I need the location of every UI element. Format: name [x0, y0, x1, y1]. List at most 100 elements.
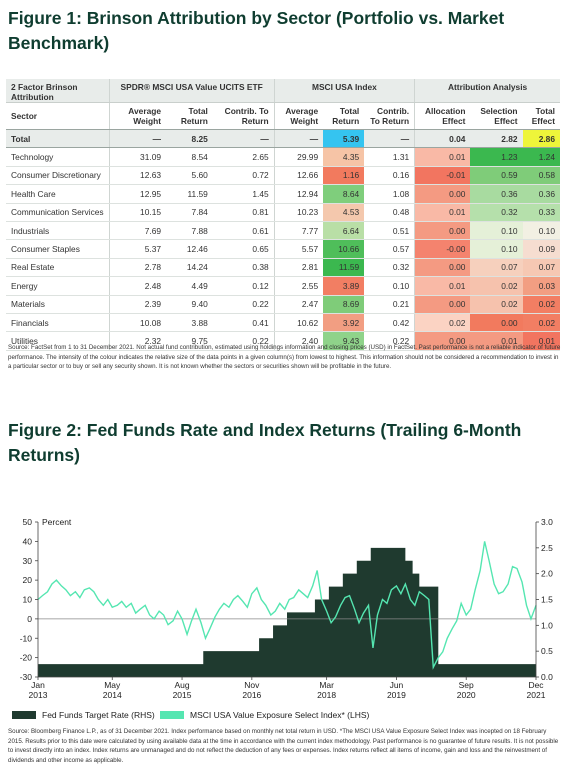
- table-row: Materials 2.39 9.40 0.22 2.47 8.69 0.21 0.00 0.0…: [6, 295, 560, 314]
- group-header-index: MSCI USA Index: [273, 79, 415, 103]
- table-cell: 10.15: [108, 203, 167, 222]
- table-cell: 12.94: [273, 184, 324, 204]
- table-cell: 11.59: [323, 258, 365, 278]
- x-tick-year-label: 2016: [242, 690, 261, 700]
- table-cell: -0.00: [414, 239, 471, 259]
- table-cell: —: [273, 129, 324, 149]
- table-cell: 31.09: [108, 147, 167, 167]
- table-cell: 0.00: [470, 313, 523, 333]
- table-cell: 12.66: [273, 166, 324, 186]
- table-cell: 0.81: [212, 203, 275, 222]
- table-cell: 2.40: [273, 331, 324, 351]
- table-cell: 0.22: [212, 331, 275, 351]
- figure2-source-note: Source: Bloomberg Finance L.P., as of 31…: [8, 728, 559, 764]
- table-cell: 29.99: [273, 147, 324, 167]
- table-cell: 4.49: [166, 276, 213, 296]
- x-tick-year-label: 2015: [173, 690, 192, 700]
- legend-swatch-msci-index: [160, 711, 184, 719]
- x-tick-year-label: 2019: [387, 690, 406, 700]
- table-cell: 0.59: [470, 166, 523, 186]
- right-tick-label: 0.5: [541, 646, 553, 656]
- fed-funds-index-returns-chart: 50 40 30 20 10 0 -10 -20 -30 Percent 3.0 2.5 2.0 1.5 1…: [20, 517, 553, 700]
- right-tick-label: 2.5: [541, 543, 553, 553]
- sector-name: Materials: [6, 295, 110, 314]
- table-cell: 0.07: [470, 258, 523, 278]
- table-cell: 0.04: [414, 129, 471, 149]
- left-tick-label: -10: [20, 633, 33, 643]
- x-tick-month-label: Dec: [528, 680, 544, 690]
- table-cell: 1.08: [364, 184, 415, 204]
- figure2-title: Figure 2: Fed Funds Rate and Index Retur…: [8, 420, 522, 465]
- sector-name: Consumer Discretionary: [6, 166, 110, 186]
- table-row: Energy 2.48 4.49 0.12 2.55 3.89 0.10 0.01 0.02 0.…: [6, 276, 560, 296]
- table-cell: 1.31: [364, 147, 415, 167]
- table-cell: 0.02: [522, 295, 560, 314]
- left-tick-label: 50: [23, 517, 33, 527]
- right-tick-label: 1.5: [541, 595, 553, 605]
- table-cell: 0.01: [414, 147, 471, 167]
- table-cell: 0.51: [364, 221, 415, 241]
- table-cell: 10.62: [273, 313, 324, 333]
- table-cell: 1.45: [212, 184, 275, 204]
- table-cell: 2.86: [522, 129, 560, 149]
- right-tick-label: 3.0: [541, 517, 553, 527]
- column-header: Allocation Effect: [414, 102, 471, 130]
- sector-name: Total: [6, 129, 110, 149]
- legend-item-fed-funds: Fed Funds Target Rate (RHS): [12, 710, 155, 720]
- table-cell: 3.92: [323, 313, 365, 333]
- table-cell: 0.00: [414, 331, 471, 351]
- table-cell: 5.37: [108, 239, 167, 259]
- x-tick-year-label: 2018: [317, 690, 336, 700]
- table-cell: 0.10: [364, 276, 415, 296]
- table-cell: 0.07: [522, 258, 560, 278]
- table-cell: 9.40: [166, 295, 213, 314]
- group-header-etf: SPDR® MSCI USA Value UCITS ETF: [108, 79, 275, 103]
- left-tick-label: 40: [23, 536, 33, 546]
- table-cell: 12.46: [166, 239, 213, 259]
- table-cell: 0.02: [522, 313, 560, 333]
- column-header: Total Return: [323, 102, 365, 130]
- table-cell: 3.88: [166, 313, 213, 333]
- table-cell: 3.89: [323, 276, 365, 296]
- table-row: Health Care 12.95 11.59 1.45 12.94 8.64 1.08 0.…: [6, 184, 560, 204]
- table-row: Consumer Discretionary 12.63 5.60 0.72 12.66…: [6, 166, 560, 186]
- figure1-title: Figure 1: Brinson Attribution by Sector …: [8, 8, 505, 53]
- table-row: Consumer Staples 5.37 12.46 0.65 5.57 10.66 0.…: [6, 239, 560, 259]
- attribution-table: 2 Factor Brinson Attribution SPDR® MSCI …: [6, 79, 560, 351]
- x-tick-month-label: Sep: [459, 680, 474, 690]
- right-tick-label: 2.0: [541, 569, 553, 579]
- table-cell: 5.57: [273, 239, 324, 259]
- column-header: Contrib. To Return: [364, 102, 415, 130]
- column-header: Total Effect: [522, 102, 560, 130]
- table-cell: 5.60: [166, 166, 213, 186]
- table-cell: 0.32: [470, 203, 523, 222]
- table-cell: 9.43: [323, 331, 365, 351]
- table-cell: 2.32: [108, 331, 167, 351]
- table-row: Communication Services 10.15 7.84 0.81 10.23…: [6, 203, 560, 222]
- table-cell: 8.69: [323, 295, 365, 314]
- column-header: Total Return: [166, 102, 213, 130]
- column-header: Selection Effect: [470, 102, 523, 130]
- sector-name: Technology: [6, 147, 110, 167]
- table-cell: 0.10: [470, 239, 523, 259]
- sector-name: Industrials: [6, 221, 110, 241]
- table-cell: 0.00: [414, 184, 471, 204]
- column-header: Average Weight: [273, 102, 324, 130]
- table-cell: 0.22: [364, 331, 415, 351]
- table-cell: 0.48: [364, 203, 415, 222]
- table-cell: 6.64: [323, 221, 365, 241]
- table-cell: 0.00: [414, 258, 471, 278]
- table-cell: 0.65: [212, 239, 275, 259]
- table-cell: 0.09: [522, 239, 560, 259]
- right-tick-label: 1.0: [541, 620, 553, 630]
- table-cell: 8.54: [166, 147, 213, 167]
- group-header-attribution: Attribution Analysis: [414, 79, 560, 103]
- left-tick-label: 20: [23, 575, 33, 585]
- table-cell: 14.24: [166, 258, 213, 278]
- left-axis-label: Percent: [42, 517, 72, 527]
- x-tick-year-label: 2013: [29, 690, 48, 700]
- legend-label-fed-funds: Fed Funds Target Rate (RHS): [42, 710, 155, 720]
- table-cell: 9.75: [166, 331, 213, 351]
- legend-swatch-fed-funds: [12, 711, 36, 719]
- table-cell: —: [364, 129, 415, 149]
